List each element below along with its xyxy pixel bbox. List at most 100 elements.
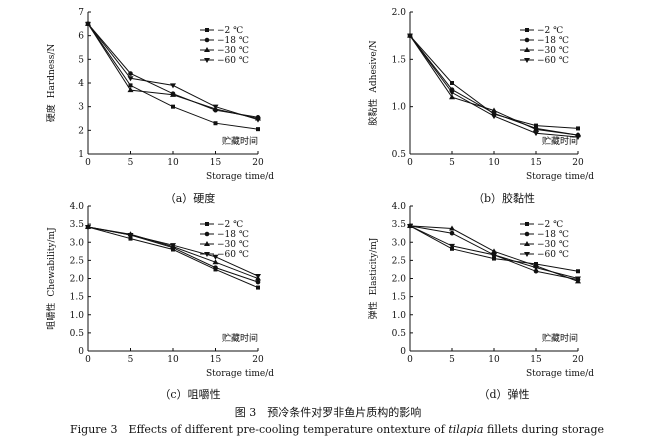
data-point: [255, 279, 261, 285]
x-tick-label: 10: [488, 355, 500, 365]
x-tick-label: 0: [85, 158, 91, 168]
y-tick-label: 3.0: [392, 238, 407, 248]
x-tick-label: 10: [488, 158, 500, 168]
data-point: [85, 225, 91, 231]
y-axis-label: 硬度 Hardness/N: [45, 44, 57, 123]
legend-label: −2 ℃: [217, 26, 243, 36]
x-tick-label: 20: [252, 355, 264, 365]
y-tick-label: 0: [400, 347, 406, 357]
data-point: [171, 104, 175, 109]
data-point: [213, 265, 218, 270]
figure-caption-en-species: tilapia: [448, 423, 484, 436]
legend-marker: [524, 37, 530, 43]
legend-entry: −18 ℃: [200, 36, 249, 46]
series-triangle-down: [85, 21, 261, 123]
y-tick-label: 3.5: [392, 220, 407, 230]
figure-caption-en: Figure 3 Effects of different pre-coolin…: [70, 421, 604, 437]
legend-entry: −30 ℃: [520, 46, 569, 56]
y-tick-label: 2: [78, 126, 84, 136]
y-tick-label: 1.5: [70, 293, 85, 303]
x-axis-label: Storage time/d: [206, 172, 274, 182]
legend-marker: [525, 28, 529, 32]
legend-label: −30 ℃: [217, 46, 249, 56]
x-tick-label: 15: [210, 158, 222, 168]
data-point: [533, 131, 539, 137]
legend-entry: −2 ℃: [200, 26, 243, 36]
y-tick-label: 0: [78, 347, 84, 357]
data-point: [128, 236, 133, 241]
data-point: [533, 126, 539, 132]
series-triangle-down: [85, 225, 261, 279]
data-point: [212, 259, 219, 265]
y-tick-label: 0.5: [70, 329, 85, 339]
y-axis-label-cn: 硬度: [45, 104, 57, 122]
data-point: [255, 117, 261, 123]
legend-marker: [204, 47, 210, 52]
series-triangle-down: [407, 223, 581, 282]
chart-c: 0 5 10 15 20 0 0.5 1.0 1.5 2.0 2.5 3.0 3.5 4.0 咀嚼性 Chew…: [45, 202, 274, 379]
y-axis-label-en: Adhesive/N: [369, 40, 379, 93]
legend-label: −2 ℃: [537, 26, 563, 36]
data-point: [127, 87, 134, 93]
y-tick-label: 1.5: [392, 55, 407, 65]
y-axis-label: 胶黏性 Adhesive/N: [367, 40, 379, 125]
y-tick-label: 3.5: [70, 220, 85, 230]
legend-marker: [524, 241, 530, 246]
y-tick-label: 1.5: [392, 293, 407, 303]
x-axis-label: Storage time/d: [206, 369, 274, 379]
figure-caption-en-part2: fillets during storage: [483, 423, 605, 436]
y-tick-label: 2.5: [392, 256, 407, 266]
legend-marker: [524, 47, 530, 52]
data-point: [449, 225, 455, 231]
panel-a-label: （a）硬度: [164, 192, 216, 205]
legend-entry: −60 ℃: [520, 56, 569, 66]
x-tick-label: 20: [252, 158, 264, 168]
legend-entry: −60 ℃: [200, 250, 249, 260]
legend-label: −18 ℃: [217, 36, 249, 46]
data-point: [255, 273, 261, 279]
x-axis-label: Storage time/d: [526, 369, 594, 379]
x-tick-label: 5: [449, 355, 455, 365]
data-point: [575, 276, 581, 282]
x-tick-label: 15: [530, 355, 542, 365]
y-tick-label: 1.0: [392, 311, 407, 321]
data-point: [407, 33, 413, 39]
legend-label: −30 ℃: [217, 240, 249, 250]
y-tick-label: 2.0: [392, 8, 407, 18]
data-point: [576, 126, 580, 131]
y-axis-label: 弹性 Elasticity/mJ: [367, 237, 379, 319]
series-triangle-down: [407, 33, 581, 140]
x-tick-label: 15: [530, 158, 542, 168]
data-point: [576, 269, 580, 274]
chart-a: 0 5 10 15 20 1 2 3 4 5 6 7 硬度 Hardness/N 贮藏时间 Storage t…: [45, 8, 274, 182]
data-point: [212, 104, 219, 110]
y-axis-label: 咀嚼性 Chewability/mJ: [45, 227, 57, 330]
x-tick-label: 20: [572, 355, 584, 365]
data-point: [491, 114, 497, 120]
x-tick-label: 5: [449, 158, 455, 168]
y-tick-label: 2.5: [70, 256, 85, 266]
data-point: [128, 71, 133, 76]
legend-marker: [205, 28, 209, 32]
y-tick-label: 0.5: [392, 329, 407, 339]
figure-caption-en-part1: Figure 3 Effects of different pre-coolin…: [70, 423, 449, 436]
y-tick-label: 0.5: [392, 150, 407, 160]
data-point: [127, 76, 134, 82]
y-tick-label: 3.0: [70, 238, 85, 248]
legend-entry: −2 ℃: [520, 220, 563, 230]
y-axis-label-en: Elasticity/mJ: [369, 237, 379, 295]
legend-marker: [524, 231, 530, 237]
y-axis-label-en: Hardness/N: [47, 44, 57, 99]
legend-entry: −2 ℃: [200, 220, 243, 230]
y-tick-label: 1.0: [392, 103, 407, 113]
data-point: [127, 233, 134, 238]
panel-c-label: （c）咀嚼性: [159, 388, 221, 401]
legend-entry: −30 ℃: [520, 240, 569, 250]
legend-marker: [524, 58, 530, 63]
legend-entry: −30 ℃: [200, 240, 249, 250]
x-axis-label-cn: 贮藏时间: [542, 135, 578, 147]
panel-b-label: （b）胶黏性: [472, 192, 536, 205]
x-axis-label-cn: 贮藏时间: [542, 332, 578, 344]
legend-label: −2 ℃: [537, 220, 563, 230]
data-point: [450, 81, 454, 85]
